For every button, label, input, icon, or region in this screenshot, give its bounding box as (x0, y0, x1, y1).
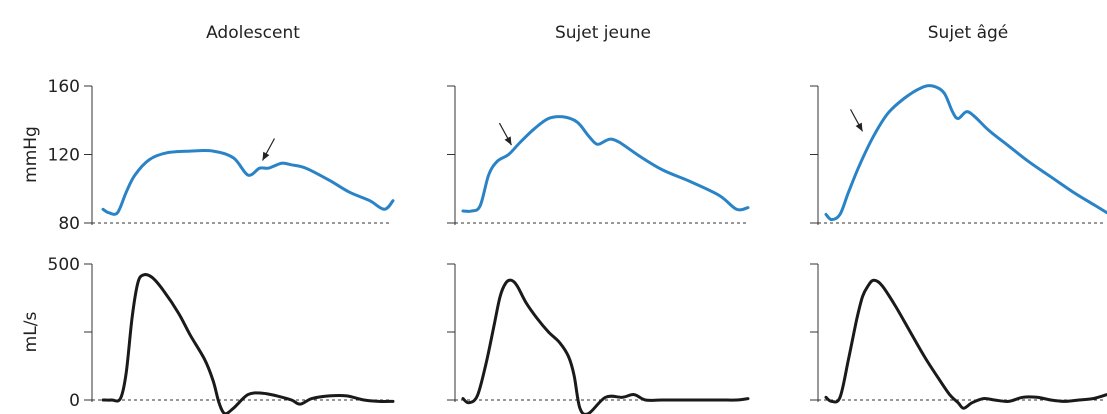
flow-axis-label: mL/s (21, 312, 41, 353)
annotation-arrow (498, 122, 512, 146)
flow-series-line (101, 273, 395, 414)
pressure-series-line (824, 84, 1107, 222)
flow-series-line (461, 278, 750, 414)
flow-tick-label: 500 (48, 255, 80, 275)
pressure-panel-2 (810, 84, 1107, 225)
flow-series-line (824, 278, 1107, 410)
flow-axis: mL/s 0 500 (21, 255, 80, 411)
pressure-series-line (101, 148, 395, 216)
chart-panels (84, 84, 1107, 414)
pressure-series-line (461, 115, 750, 213)
pressure-panel-1 (447, 85, 750, 225)
pressure-tick-label: 120 (48, 146, 80, 166)
pressure-panel-0 (84, 85, 395, 225)
flow-tick-label: 0 (69, 391, 80, 411)
annotation-arrow (850, 109, 864, 132)
column-titles: Adolescent Sujet jeune Sujet âgé (206, 23, 1008, 43)
flow-panel-1 (447, 263, 750, 414)
flow-panel-2 (810, 263, 1107, 410)
column-title: Adolescent (206, 23, 300, 43)
pressure-axis: mmHg 80 120 160 (21, 77, 80, 234)
column-title: Sujet âgé (928, 23, 1008, 43)
pressure-tick-label: 160 (48, 77, 80, 97)
column-title: Sujet jeune (555, 23, 651, 43)
pressure-tick-label: 80 (58, 214, 80, 234)
annotation-arrow (261, 138, 276, 161)
flow-panel-0 (84, 263, 395, 414)
pressure-axis-label: mmHg (21, 126, 41, 183)
